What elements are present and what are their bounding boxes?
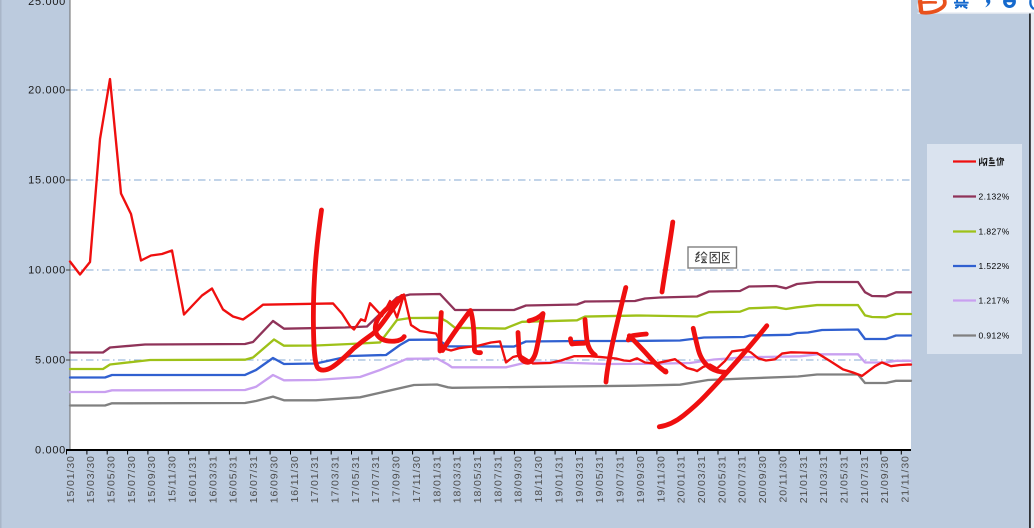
svg-text:19/09/30: 19/09/30 bbox=[635, 455, 647, 503]
svg-text:5.000: 5.000 bbox=[35, 355, 66, 367]
svg-text:2.132%: 2.132% bbox=[979, 192, 1010, 202]
svg-text:16/05/31: 16/05/31 bbox=[228, 455, 240, 503]
svg-text:18/09/30: 18/09/30 bbox=[513, 455, 525, 503]
svg-text:15/03/30: 15/03/30 bbox=[85, 455, 97, 503]
svg-text:0.912%: 0.912% bbox=[979, 331, 1010, 341]
svg-text:15.000: 15.000 bbox=[28, 175, 66, 187]
svg-text:21/07/31: 21/07/31 bbox=[859, 455, 871, 503]
svg-text:19/11/30: 19/11/30 bbox=[655, 455, 667, 502]
svg-text:21/05/31: 21/05/31 bbox=[839, 455, 851, 503]
svg-text:25.000: 25.000 bbox=[28, 0, 66, 8]
svg-text:15/11/30: 15/11/30 bbox=[167, 455, 179, 502]
svg-text:16/07/31: 16/07/31 bbox=[248, 455, 260, 503]
svg-text:10.000: 10.000 bbox=[28, 265, 66, 277]
svg-text:21/03/31: 21/03/31 bbox=[818, 455, 830, 503]
svg-text:16/11/30: 16/11/30 bbox=[289, 455, 301, 502]
svg-text:20/09/30: 20/09/30 bbox=[757, 455, 769, 503]
svg-text:21/01/31: 21/01/31 bbox=[798, 455, 810, 503]
svg-text:19/07/31: 19/07/31 bbox=[615, 455, 627, 503]
svg-text:18/05/31: 18/05/31 bbox=[472, 455, 484, 503]
svg-text:15/09/30: 15/09/30 bbox=[146, 455, 158, 503]
svg-text:21/11/30: 21/11/30 bbox=[900, 455, 912, 502]
svg-text:17/07/31: 17/07/31 bbox=[370, 455, 382, 503]
svg-text:20/03/31: 20/03/31 bbox=[696, 455, 708, 503]
svg-text:17/03/31: 17/03/31 bbox=[330, 455, 342, 503]
svg-text:19/01/31: 19/01/31 bbox=[554, 455, 566, 503]
svg-text:15/01/30: 15/01/30 bbox=[65, 455, 77, 503]
svg-text:18/11/30: 18/11/30 bbox=[533, 455, 545, 502]
svg-text:16/01/31: 16/01/31 bbox=[187, 455, 199, 503]
svg-text:21/09/30: 21/09/30 bbox=[879, 455, 891, 503]
svg-text:19/03/31: 19/03/31 bbox=[574, 455, 586, 503]
svg-text:1.217%: 1.217% bbox=[979, 296, 1010, 306]
svg-text:1.827%: 1.827% bbox=[979, 227, 1010, 237]
svg-text:18/01/31: 18/01/31 bbox=[431, 455, 443, 503]
svg-text:16/09/30: 16/09/30 bbox=[268, 455, 280, 503]
svg-text:17/01/31: 17/01/31 bbox=[309, 455, 321, 503]
svg-text:15/07/30: 15/07/30 bbox=[126, 455, 138, 503]
svg-text:17/05/31: 17/05/31 bbox=[350, 455, 362, 503]
svg-text:20/07/31: 20/07/31 bbox=[737, 455, 749, 503]
svg-text:17/11/30: 17/11/30 bbox=[411, 455, 423, 502]
svg-text:20/05/31: 20/05/31 bbox=[716, 455, 728, 503]
svg-text:15/05/30: 15/05/30 bbox=[106, 455, 118, 503]
svg-text:1.522%: 1.522% bbox=[979, 261, 1010, 271]
svg-text:18/07/31: 18/07/31 bbox=[492, 455, 504, 503]
svg-text:0.000: 0.000 bbox=[35, 445, 66, 457]
svg-text:17/09/30: 17/09/30 bbox=[391, 455, 403, 503]
svg-text:20.000: 20.000 bbox=[28, 85, 66, 97]
svg-text:20/01/31: 20/01/31 bbox=[676, 455, 688, 503]
svg-text:16/03/31: 16/03/31 bbox=[207, 455, 219, 503]
svg-text:20/11/30: 20/11/30 bbox=[777, 455, 789, 502]
svg-text:19/05/31: 19/05/31 bbox=[594, 455, 606, 503]
svg-text:18/03/31: 18/03/31 bbox=[452, 455, 464, 503]
